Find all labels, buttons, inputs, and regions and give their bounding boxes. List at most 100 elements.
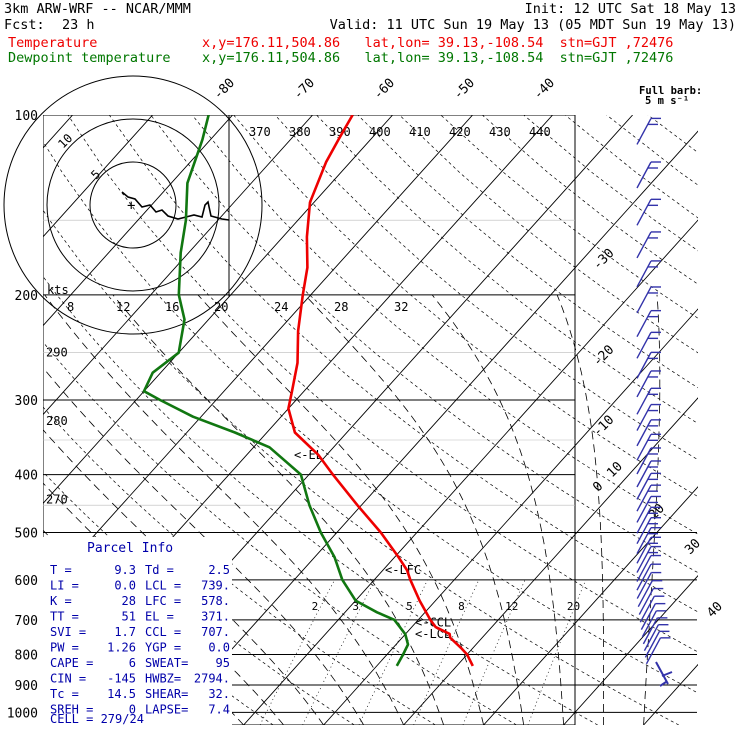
parcel-field-value: -145 — [107, 672, 136, 686]
dewpoint-legend-label: Dewpoint temperature — [8, 50, 171, 66]
isotherm-line — [323, 308, 698, 725]
wind-barb-staff — [645, 637, 662, 665]
hodograph-tick-label: 16 — [165, 300, 179, 314]
wind-barb — [636, 447, 661, 475]
moist-adiabat-line — [304, 294, 524, 725]
wind-barb — [637, 580, 663, 608]
parcel-field-label: YGP = — [145, 641, 181, 655]
parcel-field-label: Td = — [145, 563, 174, 577]
valid-time: Valid: 11 UTC Sun 19 May 13 (05 MDT Sun … — [329, 17, 736, 33]
wind-barb — [640, 602, 666, 630]
parcel-field-label: LCL = — [145, 579, 181, 593]
wind-barb-staff — [636, 161, 652, 189]
parcel-field-label: EL = — [145, 610, 174, 624]
isotherm-label: -80 — [211, 76, 238, 103]
parcel-field-value: 51 — [122, 610, 136, 624]
parcel-cell-value: CELL = 279/24 — [50, 712, 144, 726]
mixing-ratio-line — [462, 579, 526, 725]
wind-barb — [641, 610, 667, 638]
wind-barb-staff — [642, 617, 659, 645]
wind-barb-staff — [636, 310, 652, 337]
isotherm-line — [43, 115, 393, 505]
isotherm-label: 10 — [604, 459, 626, 481]
mixing-ratio-line — [358, 579, 428, 725]
wind-barb — [636, 554, 661, 582]
temperature-profile — [287, 115, 474, 667]
wind-barb — [636, 286, 661, 314]
wind-barb — [636, 563, 661, 591]
forecast-label: Fcst: — [4, 17, 45, 33]
wind-barb-staff — [643, 624, 660, 652]
parcel-field-value: 2794. — [194, 672, 230, 686]
wind-barb — [636, 260, 661, 288]
parcel-field-label: SREH = — [50, 703, 93, 717]
parcel-field-value: 739. — [201, 579, 230, 593]
wind-barb-staff — [636, 387, 652, 415]
parcel-field-value: 9.3 — [114, 563, 136, 577]
mixing-ratio-label: 20 — [567, 600, 580, 613]
wind-barb-staff — [640, 603, 656, 630]
hodograph-units-label: kts — [47, 283, 69, 297]
wind-barb-staff — [636, 231, 652, 259]
isotherm-line — [43, 115, 313, 416]
hodograph-ring-label: 5 — [88, 167, 103, 182]
wind-barb-staff — [639, 595, 655, 623]
parcel-field-label: K = — [50, 594, 72, 608]
wind-barb-staff — [636, 484, 652, 512]
dry-adiabat-line — [67, 115, 698, 653]
pressure-label: 900 — [15, 679, 38, 694]
wind-barb-staff — [636, 286, 652, 314]
dewpoint-legend-location: x,y=176.11,504.86 lat,lon= 39.13,-108.54… — [202, 50, 674, 66]
theta-e-label: 440 — [529, 125, 551, 139]
moist-adiabat-line — [44, 294, 404, 725]
wind-barb-staff — [636, 433, 652, 461]
mixing-ratio-label: 2 — [312, 600, 319, 613]
wind-barb — [642, 617, 668, 645]
mixing-ratio-line — [413, 579, 480, 725]
wind-barb — [636, 198, 661, 226]
parcel-field-label: CAPE = — [50, 656, 93, 670]
wind-barb-staff — [636, 506, 652, 534]
parcel-field-value: 0.0 — [114, 579, 136, 593]
forecast-hour: 23 h — [62, 17, 95, 33]
parcel-field-value: 707. — [201, 625, 230, 639]
parcel-field-value: 95 — [216, 656, 230, 670]
wind-barb-staff — [636, 555, 652, 582]
isotherm-line — [243, 219, 698, 725]
pressure-label: 1000 — [7, 706, 38, 721]
isotherm-line — [403, 397, 698, 725]
temperature-legend-label: Temperature — [8, 35, 98, 51]
isotherm-line — [43, 115, 233, 327]
parcel-field-value: 28 — [122, 594, 136, 608]
wind-barb — [636, 472, 661, 500]
dewpoint-profile — [142, 115, 410, 667]
wind-barb-staff — [641, 610, 657, 638]
parcel-field-value: 371. — [201, 610, 230, 624]
wind-barb-staff — [636, 352, 652, 379]
moist-adiabat-line — [197, 294, 484, 725]
hodograph-tick-label: 24 — [274, 300, 288, 314]
wind-barb — [636, 506, 661, 534]
hodograph-tick-label: 12 — [116, 300, 130, 314]
wind-barb — [636, 545, 661, 573]
isotherm-label: -10 — [590, 413, 617, 440]
dry-adiabat-line — [43, 341, 517, 725]
isotherm-label: -40 — [531, 76, 558, 103]
isotherm-label: -30 — [590, 246, 617, 273]
parcel-field-label: LFC = — [145, 594, 181, 608]
hodograph-ring — [46, 118, 220, 292]
parcel-field-label: SWEAT= — [145, 656, 188, 670]
mixing-ratio-line — [527, 579, 587, 725]
wind-barb-staff — [636, 536, 652, 564]
wind-barb — [636, 495, 661, 523]
wind-barb-staff — [636, 563, 652, 591]
isotherm-label: 40 — [704, 599, 726, 621]
parcel-field-label: CIN = — [50, 672, 86, 686]
parcel-field-value: 6 — [129, 656, 136, 670]
pressure-label: 100 — [15, 109, 38, 124]
mixing-ratio-line — [259, 579, 335, 725]
dry-adiabat-line — [150, 115, 698, 574]
hodograph-trace — [121, 191, 230, 221]
theta-e-label: 400 — [369, 125, 391, 139]
moist-adiabat-line — [43, 366, 364, 725]
